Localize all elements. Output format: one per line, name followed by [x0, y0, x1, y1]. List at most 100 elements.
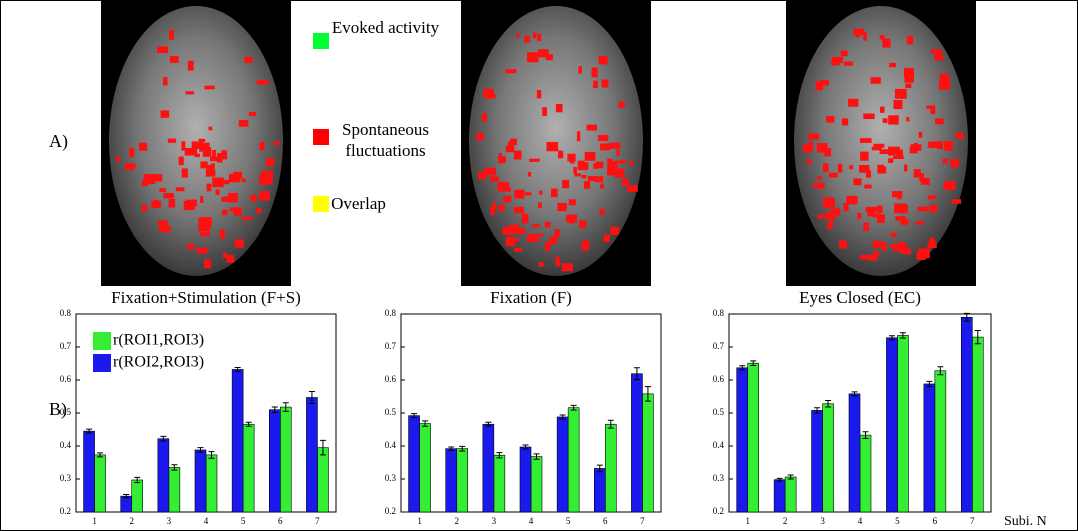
activation-blob	[593, 81, 598, 88]
activation-blob	[524, 36, 529, 43]
activation-blob	[577, 131, 580, 141]
activation-blob	[527, 52, 538, 62]
activation-blob	[929, 205, 937, 212]
activation-blob	[538, 202, 542, 208]
activation-blob	[226, 255, 234, 263]
y-tick-label: 0.5	[713, 407, 725, 417]
figure-canvas: A) B) Fixation+Stimulation (F+S)0.20.30.…	[1, 1, 1078, 531]
bar	[446, 449, 457, 512]
activation-blob	[917, 251, 926, 260]
bar	[631, 374, 642, 512]
activation-blob	[844, 62, 853, 66]
activation-blob	[622, 178, 628, 186]
activation-blob	[893, 156, 904, 159]
activation-blob	[562, 180, 569, 188]
bar	[409, 416, 420, 512]
activation-blob	[905, 73, 914, 83]
legend-label: r(ROI1,ROI3)	[113, 332, 204, 349]
x-tick-label: 1	[745, 516, 750, 526]
activation-blob	[860, 138, 872, 143]
chart-title: Fixation+Stimulation (F+S)	[111, 288, 301, 307]
activation-blob	[220, 230, 225, 239]
bar	[269, 410, 280, 512]
activation-blob	[212, 150, 216, 157]
y-tick-label: 0.2	[713, 506, 724, 516]
activation-blob	[537, 90, 541, 98]
activation-blob	[198, 225, 210, 231]
activation-blob	[938, 141, 943, 149]
activation-blob	[545, 222, 551, 228]
activation-blob	[918, 207, 929, 212]
activation-blob	[863, 223, 869, 232]
activation-blob	[818, 214, 824, 218]
activation-blob	[529, 159, 539, 162]
activation-blob	[944, 141, 953, 151]
y-tick-label: 0.2	[60, 506, 71, 516]
bar	[483, 424, 494, 512]
legend-label: r(ROI2,ROI3)	[113, 354, 204, 371]
activation-blob	[221, 150, 227, 159]
activation-blob	[598, 135, 608, 141]
activation-blob	[907, 36, 913, 45]
activation-blob	[808, 142, 813, 149]
bar	[306, 397, 317, 512]
activation-blob	[842, 118, 848, 125]
activation-blob	[153, 200, 158, 208]
activation-blob	[266, 158, 274, 166]
y-tick-label: 0.2	[385, 506, 396, 516]
activation-blob	[125, 164, 135, 167]
activation-blob	[546, 54, 553, 60]
bar	[961, 317, 972, 512]
y-tick-label: 0.4	[713, 440, 725, 450]
activation-blob	[934, 53, 943, 60]
activation-blob	[863, 113, 874, 119]
activation-blob	[582, 241, 590, 251]
activation-blob	[159, 188, 166, 192]
legend-label: Overlap	[301, 193, 416, 214]
bar	[169, 467, 180, 512]
activation-blob	[242, 178, 246, 182]
activation-blob	[914, 169, 921, 177]
activation-blob	[482, 113, 487, 122]
activation-blob	[853, 178, 861, 185]
activation-blob	[547, 142, 559, 151]
bar	[158, 439, 169, 512]
activation-blob	[891, 233, 897, 237]
activation-blob	[579, 225, 583, 228]
activation-blob	[187, 244, 194, 250]
activation-blob	[129, 148, 134, 157]
activation-blob	[510, 139, 517, 145]
activation-blob	[216, 190, 220, 195]
activation-blob	[843, 203, 848, 211]
activation-blob	[888, 115, 899, 124]
activation-blob	[599, 209, 604, 215]
activation-blob	[542, 107, 547, 116]
y-tick-label: 0.5	[385, 407, 397, 417]
activation-blob	[921, 178, 930, 185]
activation-blob	[478, 172, 486, 179]
activation-blob	[483, 89, 494, 97]
activation-blob	[242, 217, 253, 220]
bar	[605, 424, 616, 512]
bar	[95, 455, 106, 512]
activation-blob	[207, 184, 212, 192]
x-tick-label: 4	[529, 516, 534, 526]
bar	[737, 368, 748, 512]
activation-blob	[610, 227, 619, 235]
activation-blob	[863, 32, 866, 41]
legend-swatch	[313, 33, 329, 49]
activation-blob	[514, 207, 524, 213]
x-tick-label: 7	[315, 516, 320, 526]
chart-title: Fixation (F)	[490, 288, 572, 307]
activation-blob	[942, 159, 947, 164]
activation-blob	[859, 165, 869, 173]
activation-blob	[831, 61, 839, 65]
activation-blob	[207, 165, 214, 171]
activation-blob	[142, 205, 147, 212]
bar	[280, 407, 291, 512]
activation-blob	[829, 217, 833, 227]
activation-blob	[261, 171, 273, 180]
x-tick-label: 5	[895, 516, 900, 526]
bar	[531, 457, 542, 512]
activation-blob	[157, 46, 168, 53]
